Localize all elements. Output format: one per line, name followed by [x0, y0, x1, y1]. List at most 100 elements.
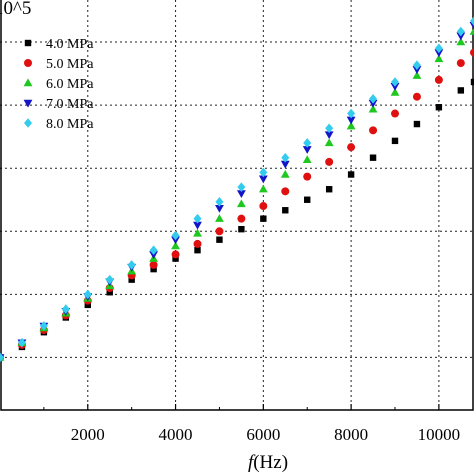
data-point	[106, 289, 113, 296]
legend-item: 5.0 MPa	[24, 57, 94, 72]
data-point	[171, 230, 180, 241]
legend-marker	[24, 59, 32, 67]
series-group	[0, 16, 474, 363]
data-point	[346, 116, 356, 125]
data-point	[260, 215, 267, 222]
data-point	[216, 236, 223, 243]
data-point	[456, 37, 466, 46]
data-point	[236, 199, 246, 208]
data-point	[238, 225, 245, 233]
series-5-0-mpa	[0, 48, 474, 362]
data-point	[456, 32, 466, 41]
legend-label: 5.0 MPa	[46, 57, 94, 72]
data-point	[435, 104, 443, 111]
data-point	[325, 157, 334, 166]
data-point	[391, 137, 399, 145]
x-tick-label: 6000	[246, 425, 280, 444]
data-point	[149, 245, 158, 256]
data-point	[127, 260, 136, 270]
data-point	[193, 239, 202, 248]
data-point	[84, 301, 91, 309]
data-point	[368, 104, 378, 113]
x-axis: 2000 4000 6000 8000 10000	[43, 404, 461, 444]
legend-marker	[24, 118, 32, 128]
data-point	[346, 121, 356, 130]
data-point	[456, 59, 465, 68]
plot-frame	[0, 0, 474, 411]
data-point	[434, 43, 443, 54]
data-point	[369, 154, 377, 161]
data-point	[17, 337, 26, 348]
data-point	[171, 250, 180, 259]
data-point	[281, 152, 290, 163]
data-point	[150, 265, 157, 273]
legend: 4.0 MPa 5.0 MPa 6.0 MPa 7.0 MPa 8.0 MPa	[23, 37, 94, 132]
legend-label: 7.0 MPa	[46, 97, 94, 112]
x-tick-label: 10000	[418, 425, 461, 444]
data-point	[302, 146, 312, 154]
data-point	[413, 120, 421, 128]
data-point	[304, 196, 311, 203]
data-point	[280, 160, 290, 169]
data-point	[391, 77, 399, 87]
x-axis-variable: f	[248, 452, 256, 473]
data-point	[193, 213, 202, 224]
data-point	[259, 167, 268, 178]
data-point	[347, 143, 356, 152]
data-point	[434, 75, 443, 84]
data-point	[325, 186, 333, 193]
series-7-0-mpa	[0, 22, 474, 363]
data-point	[194, 247, 201, 254]
data-point	[215, 197, 224, 207]
data-point	[215, 214, 224, 222]
data-point	[281, 187, 290, 196]
x-axis-label: f(Hz)	[248, 452, 288, 473]
data-point	[128, 276, 135, 283]
data-point	[470, 16, 474, 26]
legend-label: 4.0 MPa	[46, 37, 94, 52]
legend-item: 7.0 MPa	[23, 97, 94, 112]
series-4-0-mpa	[0, 78, 474, 361]
data-point	[215, 204, 224, 213]
x-axis-unit: (Hz)	[253, 452, 288, 473]
data-point	[39, 321, 48, 331]
data-point	[347, 171, 355, 178]
legend-marker	[24, 39, 32, 47]
data-point	[369, 126, 378, 135]
y-multiplier-label: 10^5	[0, 0, 31, 19]
legend-label: 6.0 MPa	[46, 77, 94, 92]
legend-marker	[23, 99, 33, 108]
data-point	[469, 26, 474, 35]
data-point	[391, 109, 399, 118]
data-point	[434, 49, 444, 58]
data-point	[282, 207, 289, 214]
data-point	[258, 184, 268, 193]
data-point	[390, 83, 400, 91]
data-point	[456, 26, 465, 37]
series-8-0-mpa	[0, 16, 474, 363]
data-point	[303, 172, 312, 181]
data-point	[105, 274, 114, 285]
legend-item: 4.0 MPa	[24, 37, 94, 52]
data-point	[324, 138, 334, 147]
data-point	[149, 251, 159, 260]
data-point	[237, 182, 246, 192]
data-point	[149, 260, 158, 269]
data-point	[470, 78, 474, 86]
data-point	[324, 131, 334, 140]
data-point	[193, 228, 202, 237]
data-point	[412, 66, 422, 74]
data-point	[171, 241, 180, 250]
data-point	[172, 255, 179, 262]
data-point	[193, 221, 202, 230]
legend-item: 8.0 MPa	[24, 117, 94, 132]
data-point	[368, 99, 378, 108]
grid	[0, 0, 474, 410]
x-tick-label: 4000	[159, 425, 193, 444]
data-point	[457, 87, 465, 94]
data-point	[470, 48, 474, 57]
data-point	[280, 169, 290, 178]
y-axis-multiplier: 10^5	[0, 0, 31, 19]
data-point	[412, 92, 421, 101]
data-point	[303, 138, 312, 148]
